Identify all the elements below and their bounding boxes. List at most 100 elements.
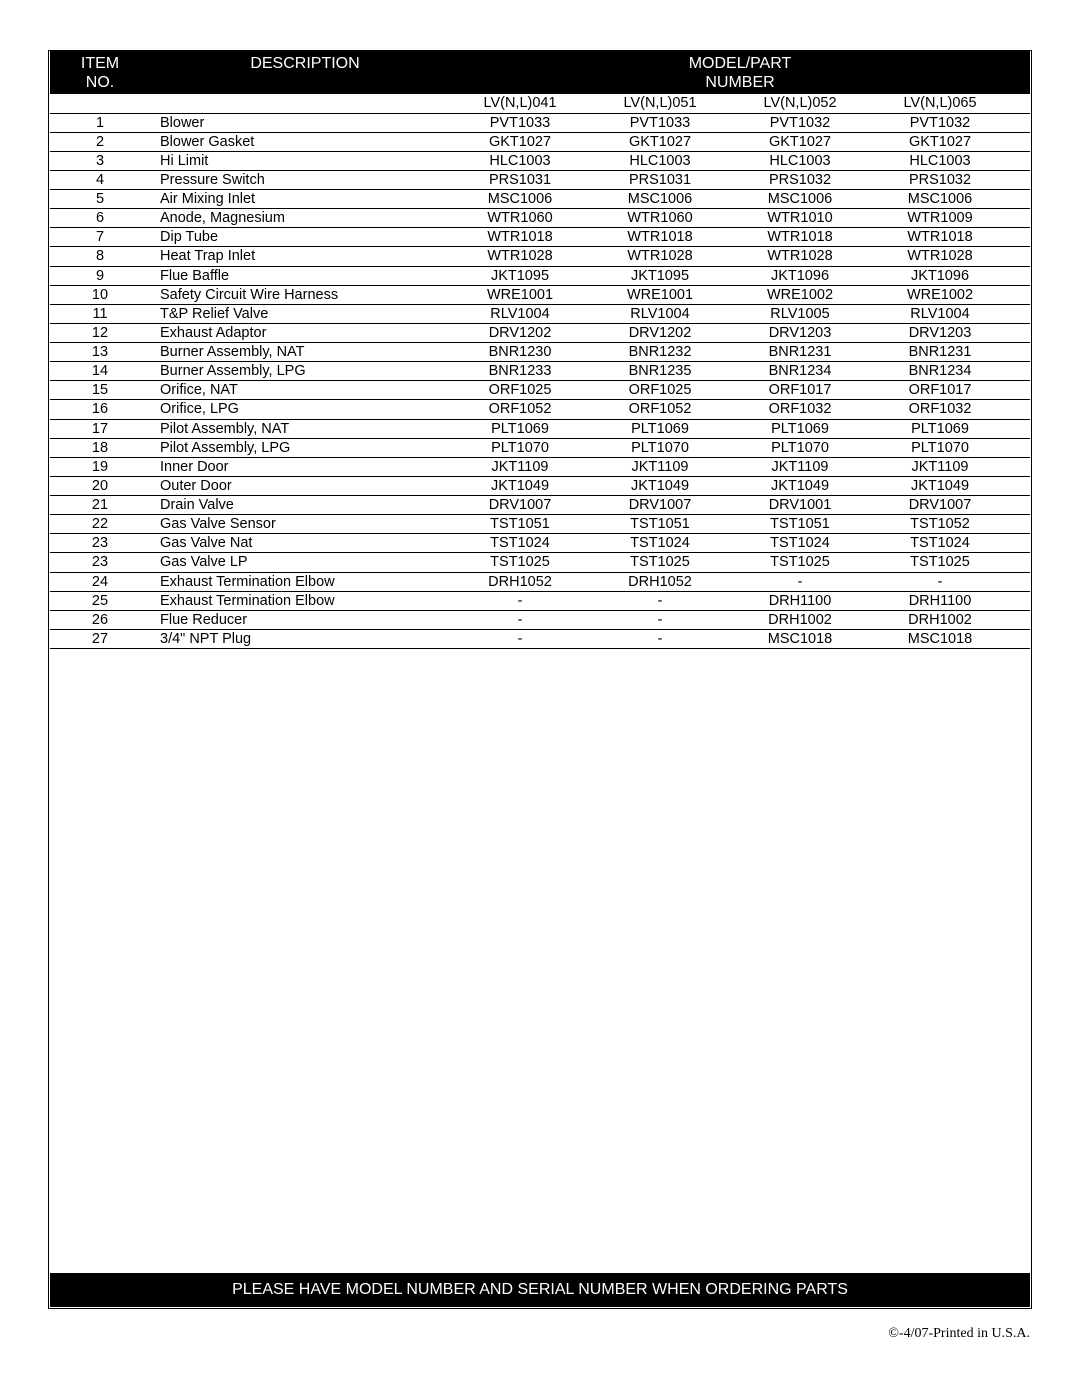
cell-item-no: 7 [50,228,150,246]
cell-part: JKT1049 [450,477,590,495]
cell-part: DRH1052 [450,573,590,591]
cell-item-no: 26 [50,611,150,629]
cell-part: RLV1004 [870,305,1010,323]
table-row: 15Orifice, NATORF1025ORF1025ORF1017ORF10… [50,381,1030,400]
table-row: 13Burner Assembly, NATBNR1230BNR1232BNR1… [50,343,1030,362]
cell-part: RLV1004 [590,305,730,323]
cell-part: BNR1234 [730,362,870,380]
cell-part: BNR1233 [450,362,590,380]
cell-part: DRV1203 [730,324,870,342]
table-row: 19Inner DoorJKT1109JKT1109JKT1109JKT1109 [50,458,1030,477]
model-col-1: LV(N,L)041 [450,94,590,112]
cell-part: WTR1060 [590,209,730,227]
cell-part: PVT1033 [590,114,730,132]
table-row: 16Orifice, LPGORF1052ORF1052ORF1032ORF10… [50,400,1030,419]
cell-part: PLT1069 [590,420,730,438]
cell-item-no: 6 [50,209,150,227]
cell-part: PLT1070 [730,439,870,457]
cell-part: PLT1070 [870,439,1010,457]
cell-part: - [590,630,730,648]
cell-empty [50,94,150,112]
table-row: 3Hi LimitHLC1003HLC1003HLC1003HLC1003 [50,152,1030,171]
cell-item-no: 18 [50,439,150,457]
model-columns-row: LV(N,L)041 LV(N,L)051 LV(N,L)052 LV(N,L)… [50,94,1030,113]
cell-description: Inner Door [150,458,450,476]
table-row: 23Gas Valve NatTST1024TST1024TST1024TST1… [50,534,1030,553]
cell-part: HLC1003 [450,152,590,170]
cell-part: DRV1202 [590,324,730,342]
cell-part: MSC1018 [730,630,870,648]
cell-part: DRV1001 [730,496,870,514]
table-body: 1BlowerPVT1033PVT1033PVT1032PVT10322Blow… [50,114,1030,650]
header-item-line1: ITEM [50,54,150,73]
cell-part: MSC1006 [730,190,870,208]
cell-part: WTR1010 [730,209,870,227]
cell-description: Orifice, NAT [150,381,450,399]
cell-part: WRE1001 [590,286,730,304]
cell-part: WTR1018 [590,228,730,246]
cell-item-no: 14 [50,362,150,380]
cell-item-no: 3 [50,152,150,170]
cell-part: JKT1049 [590,477,730,495]
cell-part: PLT1070 [450,439,590,457]
table-row: 20Outer DoorJKT1049JKT1049JKT1049JKT1049 [50,477,1030,496]
cell-item-no: 1 [50,114,150,132]
cell-part: ORF1052 [590,400,730,418]
cell-part: PLT1069 [450,420,590,438]
cell-item-no: 4 [50,171,150,189]
cell-item-no: 23 [50,553,150,571]
table-row: 24Exhaust Termination ElbowDRH1052DRH105… [50,573,1030,592]
cell-description: Exhaust Termination Elbow [150,573,450,591]
cell-description: Pilot Assembly, NAT [150,420,450,438]
cell-item-no: 13 [50,343,150,361]
cell-part: DRH1100 [730,592,870,610]
cell-part: BNR1232 [590,343,730,361]
table-row: 26Flue Reducer--DRH1002DRH1002 [50,611,1030,630]
cell-empty [150,94,450,112]
cell-part: PRS1031 [450,171,590,189]
cell-part: ORF1032 [870,400,1010,418]
cell-description: Safety Circuit Wire Harness [150,286,450,304]
cell-part: PRS1032 [730,171,870,189]
table-row: 4Pressure SwitchPRS1031PRS1031PRS1032PRS… [50,171,1030,190]
cell-item-no: 17 [50,420,150,438]
table-header: ITEM NO. DESCRIPTION MODEL/PART NUMBER [50,50,1030,94]
cell-part: WTR1028 [870,247,1010,265]
cell-part: DRH1052 [590,573,730,591]
cell-description: Anode, Magnesium [150,209,450,227]
header-description: DESCRIPTION [150,54,450,92]
cell-item-no: 10 [50,286,150,304]
cell-description: Blower [150,114,450,132]
header-model-line1: MODEL/PART [450,54,1030,73]
cell-part: PLT1069 [730,420,870,438]
cell-description: 3/4" NPT Plug [150,630,450,648]
table-row: 22Gas Valve SensorTST1051TST1051TST1051T… [50,515,1030,534]
print-note: ©-4/07-Printed in U.S.A. [888,1326,1030,1342]
cell-description: Air Mixing Inlet [150,190,450,208]
cell-part: TST1051 [730,515,870,533]
cell-part: BNR1235 [590,362,730,380]
cell-part: TST1051 [450,515,590,533]
cell-part: JKT1049 [870,477,1010,495]
cell-part: BNR1234 [870,362,1010,380]
cell-part: BNR1231 [870,343,1010,361]
cell-part: - [870,573,1010,591]
cell-part: DRV1202 [450,324,590,342]
header-item-no: ITEM NO. [50,54,150,92]
cell-part: WTR1060 [450,209,590,227]
cell-part: DRV1007 [870,496,1010,514]
cell-part: TST1025 [590,553,730,571]
cell-part: JKT1109 [730,458,870,476]
cell-part: HLC1003 [590,152,730,170]
cell-part: BNR1231 [730,343,870,361]
table-row: 10Safety Circuit Wire HarnessWRE1001WRE1… [50,286,1030,305]
model-col-2: LV(N,L)051 [590,94,730,112]
header-model-line2: NUMBER [450,73,1030,92]
cell-part: JKT1049 [730,477,870,495]
cell-part: TST1024 [730,534,870,552]
table-row: 11T&P Relief ValveRLV1004RLV1004RLV1005R… [50,305,1030,324]
footer-bar: PLEASE HAVE MODEL NUMBER AND SERIAL NUMB… [50,1273,1030,1307]
table-row: 5Air Mixing InletMSC1006MSC1006MSC1006MS… [50,190,1030,209]
cell-description: Burner Assembly, NAT [150,343,450,361]
table-row: 23Gas Valve LPTST1025TST1025TST1025TST10… [50,553,1030,572]
